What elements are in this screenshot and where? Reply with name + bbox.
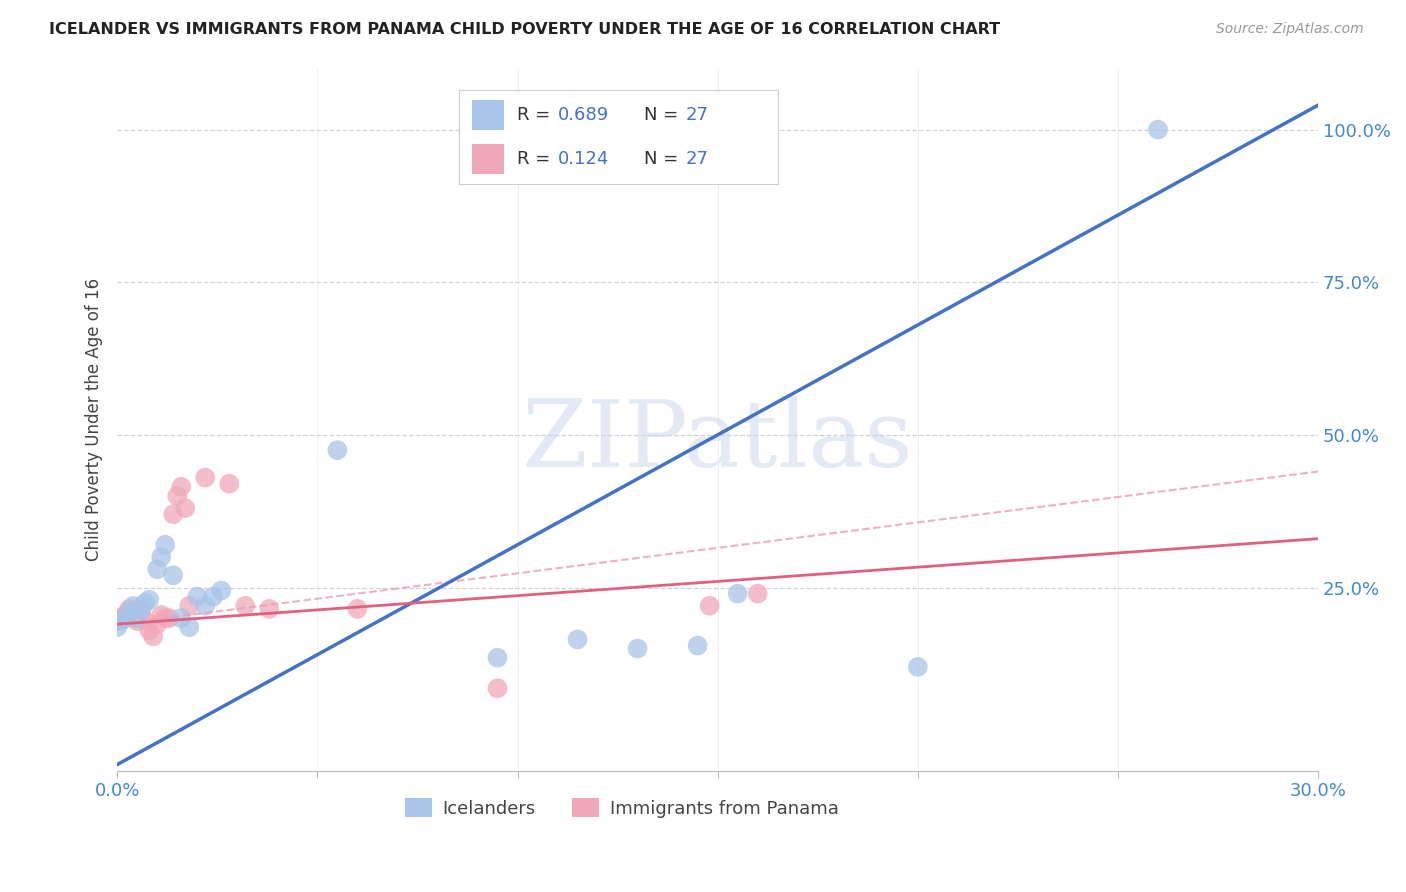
Text: Source: ZipAtlas.com: Source: ZipAtlas.com xyxy=(1216,22,1364,37)
Point xyxy=(747,586,769,600)
Point xyxy=(122,599,145,613)
Point xyxy=(150,549,173,564)
Point xyxy=(486,681,509,696)
Point xyxy=(105,614,128,628)
Point xyxy=(194,470,217,484)
Point xyxy=(326,443,349,458)
Point xyxy=(138,592,160,607)
Point xyxy=(127,611,149,625)
Point xyxy=(166,489,188,503)
Point xyxy=(174,501,197,516)
Point xyxy=(686,639,709,653)
Point xyxy=(142,629,165,643)
Point xyxy=(1147,122,1170,136)
Point xyxy=(146,562,169,576)
Point xyxy=(129,605,152,619)
Point xyxy=(146,617,169,632)
Y-axis label: Child Poverty Under the Age of 16: Child Poverty Under the Age of 16 xyxy=(86,278,103,561)
Point xyxy=(179,620,201,634)
Point xyxy=(170,480,193,494)
Point xyxy=(155,538,177,552)
Point xyxy=(346,602,368,616)
Point xyxy=(170,611,193,625)
Point xyxy=(155,611,177,625)
Point xyxy=(186,590,208,604)
Point xyxy=(567,632,589,647)
Point xyxy=(259,602,281,616)
Point xyxy=(233,599,256,613)
Point xyxy=(699,599,721,613)
Point xyxy=(162,508,184,522)
Point xyxy=(138,624,160,638)
Point xyxy=(626,641,648,656)
Point xyxy=(134,614,156,628)
Point xyxy=(218,476,240,491)
Point xyxy=(134,596,156,610)
Point xyxy=(162,568,184,582)
Point xyxy=(114,607,136,622)
Point xyxy=(105,620,128,634)
Point xyxy=(127,614,149,628)
Point xyxy=(157,611,180,625)
Point xyxy=(179,599,201,613)
Point xyxy=(122,611,145,625)
Point xyxy=(118,605,141,619)
Point xyxy=(486,650,509,665)
Legend: Icelanders, Immigrants from Panama: Icelanders, Immigrants from Panama xyxy=(398,791,846,825)
Point xyxy=(727,586,749,600)
Point xyxy=(129,602,152,616)
Point xyxy=(118,602,141,616)
Point xyxy=(150,607,173,622)
Point xyxy=(110,614,132,628)
Text: ZIPatlas: ZIPatlas xyxy=(522,396,914,485)
Point xyxy=(907,660,929,674)
Point xyxy=(202,590,225,604)
Point xyxy=(209,583,232,598)
Point xyxy=(194,599,217,613)
Point xyxy=(110,611,132,625)
Text: ICELANDER VS IMMIGRANTS FROM PANAMA CHILD POVERTY UNDER THE AGE OF 16 CORRELATIO: ICELANDER VS IMMIGRANTS FROM PANAMA CHIL… xyxy=(49,22,1000,37)
Point xyxy=(114,611,136,625)
